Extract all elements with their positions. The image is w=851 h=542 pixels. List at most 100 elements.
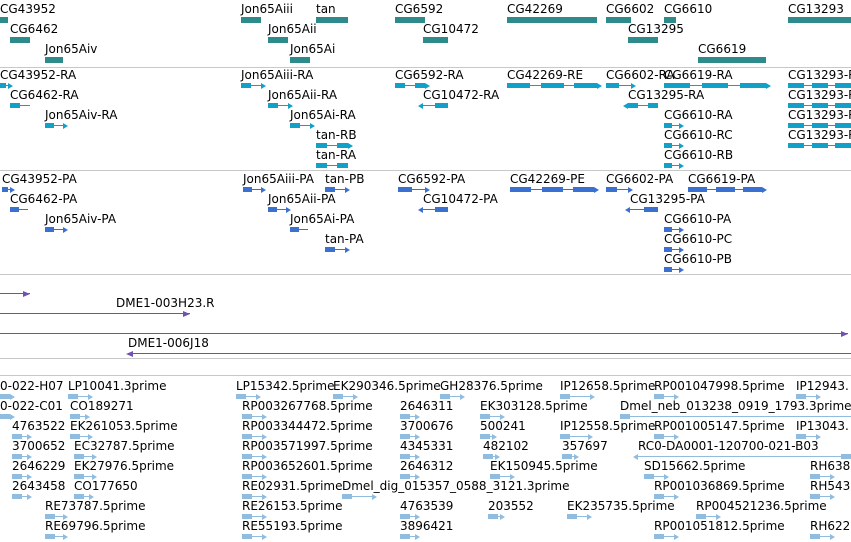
feature-glyph[interactable]	[12, 474, 32, 480]
feature-glyph[interactable]	[242, 494, 267, 500]
feature-protein[interactable]: CG6602-PA	[606, 172, 673, 193]
feature-glyph[interactable]	[0, 83, 13, 89]
feature-transcript[interactable]: CG13293-RA	[788, 108, 851, 128]
feature-glyph[interactable]	[316, 143, 353, 149]
feature-est[interactable]: RP003652601.5prime	[242, 459, 373, 480]
feature-glyph[interactable]	[242, 514, 267, 520]
feature-glyph[interactable]	[606, 17, 631, 23]
feature-protein[interactable]: tan-PB	[325, 172, 364, 193]
feature-glyph[interactable]	[242, 454, 267, 460]
feature-est[interactable]: 3700652	[12, 439, 65, 460]
feature-glyph[interactable]	[620, 414, 851, 420]
feature-transcript[interactable]: tan-RA	[316, 148, 356, 169]
feature-gene[interactable]: CG43952	[0, 2, 56, 23]
feature-glyph[interactable]	[12, 454, 32, 460]
feature-protein[interactable]: CG6610-PC	[664, 232, 732, 253]
feature-glyph[interactable]	[400, 454, 420, 460]
feature-gene[interactable]: CG6610	[664, 2, 712, 23]
feature-glyph[interactable]	[398, 187, 430, 193]
feature-glyph[interactable]	[0, 394, 15, 400]
feature-glyph[interactable]	[10, 207, 28, 213]
feature-glyph[interactable]	[654, 434, 679, 440]
feature-est[interactable]: 4763522	[12, 419, 65, 440]
feature-transcript[interactable]: CG6619-RA	[664, 68, 771, 89]
feature-glyph[interactable]	[507, 17, 597, 23]
feature-est[interactable]: Dmel_neb_013238_0919_1793.3prime	[620, 399, 851, 419]
feature-glyph[interactable]	[0, 17, 8, 23]
feature-protein[interactable]: Jon65Aii-PA	[268, 192, 336, 213]
feature-gene[interactable]: Jon65Aii	[268, 22, 317, 43]
feature-est[interactable]: 2646312	[400, 459, 453, 480]
feature-glyph[interactable]	[395, 17, 425, 23]
feature-est[interactable]: IP12943.	[796, 379, 849, 400]
feature-glyph[interactable]	[562, 454, 579, 460]
feature-est[interactable]: RP003344472.5prime	[242, 419, 373, 440]
feature-est[interactable]: IP13043.	[796, 419, 849, 440]
feature-glyph[interactable]	[45, 227, 68, 233]
feature-glyph[interactable]	[12, 494, 32, 500]
feature-est[interactable]: RP001047998.5prime	[654, 379, 785, 400]
feature-glyph[interactable]	[45, 123, 68, 129]
feature-glyph[interactable]	[654, 534, 679, 540]
feature-glyph[interactable]	[290, 57, 310, 63]
feature-transcript[interactable]: CG13293-RB	[788, 88, 851, 108]
feature-glyph[interactable]	[488, 514, 505, 520]
feature-glyph[interactable]	[242, 414, 267, 420]
feature-glyph[interactable]	[810, 474, 835, 480]
feature-est[interactable]: 357697	[562, 439, 608, 460]
feature-est[interactable]: 500241	[480, 419, 526, 440]
feature-est[interactable]: 2646311	[400, 399, 453, 420]
feature-protein[interactable]: CG6619-PA	[688, 172, 767, 193]
feature-glyph[interactable]	[418, 207, 448, 213]
feature-est[interactable]: IP12558.5prime	[560, 419, 655, 440]
feature-gene[interactable]: Jon65Ai	[290, 42, 335, 63]
feature-transcript[interactable]: Jon65Aiii-RA	[241, 68, 313, 89]
feature-glyph[interactable]	[0, 311, 190, 317]
feature-clone[interactable]: DME1-003H23.R	[0, 296, 215, 317]
feature-glyph[interactable]	[654, 494, 679, 500]
feature-glyph[interactable]	[74, 494, 94, 500]
feature-transcript[interactable]: Jon65Aiv-RA	[45, 108, 117, 129]
feature-glyph[interactable]	[316, 17, 348, 23]
feature-glyph[interactable]	[10, 103, 30, 109]
feature-glyph[interactable]	[698, 57, 766, 63]
feature-glyph[interactable]	[560, 434, 593, 440]
feature-est[interactable]: 3896421	[400, 519, 453, 540]
feature-glyph[interactable]	[606, 187, 633, 193]
feature-protein[interactable]: Jon65Aiv-PA	[45, 212, 116, 233]
feature-est[interactable]: CO189271	[70, 399, 134, 420]
feature-glyph[interactable]	[400, 474, 420, 480]
feature-glyph[interactable]	[400, 434, 420, 440]
feature-glyph[interactable]	[664, 123, 684, 129]
feature-est[interactable]: CO177650	[74, 479, 138, 500]
feature-est[interactable]: RP001005147.5prime	[654, 419, 785, 440]
feature-clone[interactable]: DME1-006J18	[126, 336, 851, 357]
feature-est[interactable]: RP003571997.5prime	[242, 439, 373, 460]
feature-transcript[interactable]: Jon65Aii-RA	[268, 88, 337, 109]
feature-glyph[interactable]	[316, 163, 348, 169]
feature-glyph[interactable]	[560, 394, 595, 400]
feature-est[interactable]: 4345331	[400, 439, 453, 460]
feature-glyph[interactable]	[810, 534, 835, 540]
feature-gene[interactable]: CG13295	[628, 22, 684, 43]
feature-gene[interactable]: CG42269	[507, 2, 597, 23]
feature-glyph[interactable]	[623, 103, 658, 109]
feature-protein[interactable]: CG6610-PB	[664, 252, 732, 273]
feature-est[interactable]: 203552	[488, 499, 534, 520]
feature-est[interactable]: RE26153.5prime	[242, 499, 343, 520]
feature-glyph[interactable]	[70, 414, 90, 420]
feature-est[interactable]: 0-022-H07	[0, 379, 64, 400]
feature-transcript[interactable]: CG6462-RA	[10, 88, 79, 109]
feature-gene[interactable]: Jon65Aiv	[45, 42, 97, 63]
feature-glyph[interactable]	[0, 291, 30, 297]
feature-protein[interactable]: CG6462-PA	[10, 192, 77, 213]
feature-est[interactable]: RH543	[810, 479, 850, 500]
feature-glyph[interactable]	[241, 83, 266, 89]
feature-protein[interactable]: CG13295-PA	[625, 192, 705, 213]
feature-est[interactable]: RP003267768.5prime	[242, 399, 373, 420]
feature-clone[interactable]	[0, 316, 848, 337]
feature-transcript[interactable]: CG6602-RA	[606, 68, 675, 89]
feature-glyph[interactable]	[325, 187, 350, 193]
feature-protein[interactable]: CG42269-PE	[510, 172, 599, 193]
feature-glyph[interactable]	[45, 534, 68, 540]
